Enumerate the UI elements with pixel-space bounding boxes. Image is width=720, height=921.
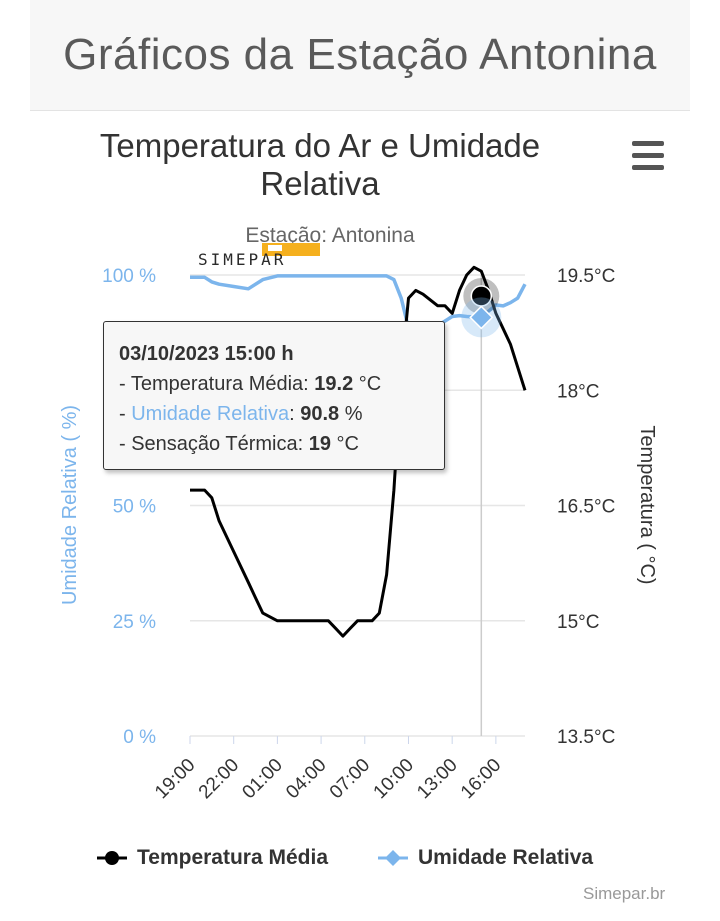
y-left-tick-label: 0 % (123, 727, 156, 748)
x-tick-label: 04:00 (282, 755, 330, 803)
legend-label-humidity: Umidade Relativa (418, 846, 594, 869)
y-right-tick-label: 19.5°C (557, 266, 615, 287)
y-right-tick-label: 13.5°C (557, 727, 615, 748)
tooltip-label: Umidade Relativa (131, 403, 290, 425)
y-right-tick-label: 16.5°C (557, 497, 615, 518)
hamburger-icon-bar (632, 153, 664, 158)
tooltip-label: Temperatura Média (130, 373, 304, 395)
x-tick-label: 19:00 (151, 755, 199, 803)
y-right-tick-label: 18°C (557, 381, 599, 402)
legend-item-humidity[interactable]: Umidade Relativa (376, 846, 593, 870)
series-line-temperature (190, 265, 527, 638)
x-tick-label: 13:00 (413, 755, 461, 803)
humidity-marker-icon (378, 850, 408, 866)
x-tick-label: 01:00 (238, 755, 286, 803)
tooltip-header: 03/10/2023 15:00 h (119, 343, 294, 365)
y-left-tick-label: 50 % (113, 497, 156, 518)
y-left-tick-label: 25 % (113, 612, 156, 633)
temperature-marker-icon (97, 851, 127, 865)
tooltip-value: 19.2 (314, 373, 354, 395)
legend-label-temperature: Temperatura Média (137, 846, 328, 869)
y-right-tick-label: 15°C (557, 612, 599, 633)
x-tick-label: 07:00 (326, 755, 374, 803)
tooltip-row-humidity: - Umidade Relativa: 90.8 % (119, 403, 363, 425)
legend: Temperatura Média Umidade Relativa (95, 842, 655, 874)
x-tick-label: 22:00 (195, 755, 243, 803)
tooltip-label: Sensação Térmica (131, 433, 298, 455)
logo-text: SIMEPAR (198, 250, 286, 269)
y-left-axis-title: Umidade Relativa ( %) (59, 405, 81, 605)
legend-item-temperature[interactable]: Temperatura Média (95, 846, 328, 870)
hamburger-icon (632, 141, 664, 146)
page-title: Gráficos da Estação Antonina (63, 30, 657, 79)
hamburger-icon-bar (632, 165, 664, 170)
x-tick-label: 10:00 (370, 755, 418, 803)
simepar-logo: SIMEPAR (198, 243, 320, 269)
tooltip-value: 19 (308, 433, 331, 455)
chart-menu-button[interactable] (628, 138, 668, 174)
tooltip-value: 90.8 (300, 403, 340, 425)
tooltip-row-temperature: - Temperatura Média: 19.2 °C (119, 373, 382, 395)
humidity-point (469, 305, 494, 330)
y-right-axis-title: Temperatura ( °C) (636, 425, 658, 584)
tooltip: 03/10/2023 15:00 h - Temperatura Média: … (103, 321, 445, 470)
y-left-tick-label: 100 % (102, 266, 156, 287)
chart-title: Temperatura do Ar e Umidade Relativa (99, 127, 541, 202)
credits-link[interactable]: Simepar.br (583, 884, 666, 903)
x-tick-label: 16:00 (457, 755, 505, 803)
page-header: Gráficos da Estação Antonina (30, 0, 690, 111)
chart-subtitle: Estação: Antonina (245, 224, 415, 247)
tooltip-row-feels-like: - Sensação Térmica: 19 °C (119, 433, 359, 455)
